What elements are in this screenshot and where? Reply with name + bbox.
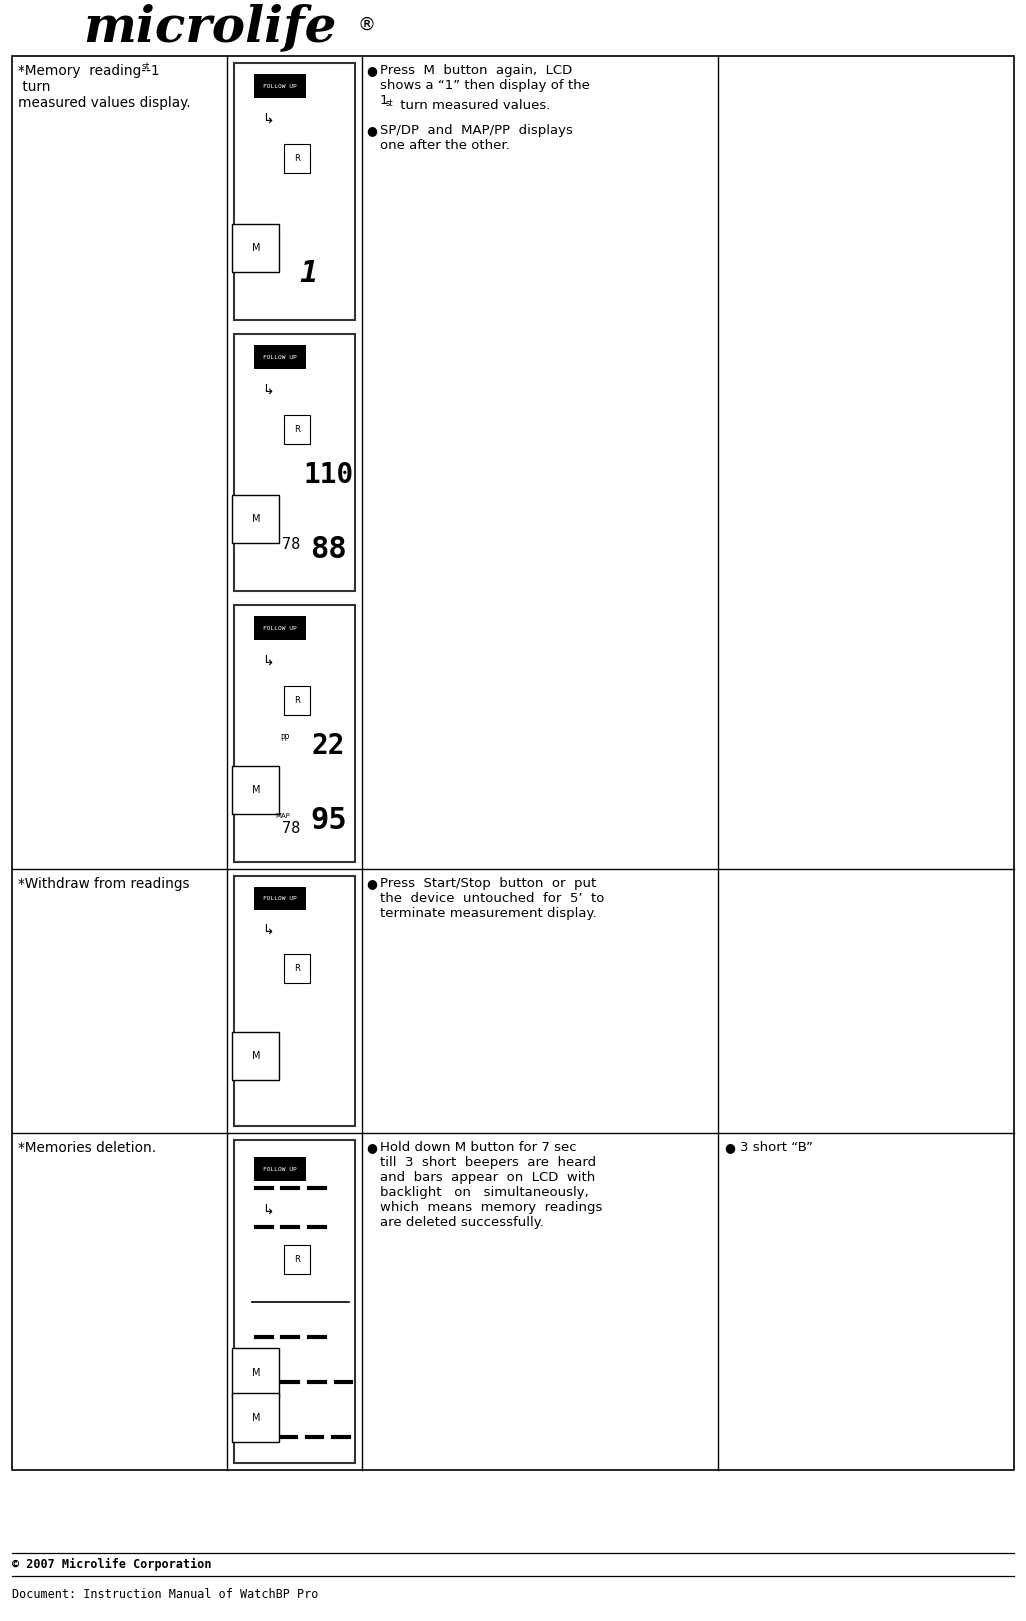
Text: ↳: ↳ bbox=[262, 112, 274, 126]
Text: *Memories deletion.: *Memories deletion. bbox=[18, 1141, 156, 1156]
Text: FOLLOW UP: FOLLOW UP bbox=[263, 84, 297, 89]
Text: FOLLOW UP: FOLLOW UP bbox=[263, 355, 297, 360]
Bar bbox=[234, 605, 355, 862]
Text: 88: 88 bbox=[310, 535, 347, 564]
Text: ●: ● bbox=[724, 1141, 735, 1154]
Text: M: M bbox=[251, 1050, 260, 1062]
Text: 1: 1 bbox=[300, 259, 318, 289]
Text: ●: ● bbox=[366, 123, 377, 138]
Text: *Withdraw from readings: *Withdraw from readings bbox=[18, 877, 190, 892]
Text: M: M bbox=[251, 243, 260, 253]
Text: PP: PP bbox=[280, 734, 289, 742]
Text: ↳: ↳ bbox=[262, 1204, 274, 1217]
Text: M: M bbox=[251, 514, 260, 524]
Text: ↳: ↳ bbox=[262, 655, 274, 668]
Text: 3 short “B”: 3 short “B” bbox=[740, 1141, 813, 1154]
Text: R: R bbox=[294, 695, 300, 705]
Text: R: R bbox=[294, 154, 300, 162]
Bar bbox=[234, 1140, 355, 1464]
Text: R: R bbox=[294, 1255, 300, 1264]
Bar bbox=[234, 334, 355, 592]
Text: FOLLOW UP: FOLLOW UP bbox=[263, 1167, 297, 1172]
Bar bbox=[234, 63, 355, 319]
Text: ↳: ↳ bbox=[262, 924, 274, 939]
Text: Press  Start/Stop  button  or  put
the  device  untouched  for  5’  to
terminate: Press Start/Stop button or put the devic… bbox=[380, 877, 604, 921]
Text: 95: 95 bbox=[310, 806, 347, 835]
Text: R: R bbox=[294, 964, 300, 973]
Text: © 2007 Microlife Corporation: © 2007 Microlife Corporation bbox=[12, 1558, 211, 1571]
Text: st: st bbox=[142, 62, 150, 71]
Text: turn
measured values display.: turn measured values display. bbox=[18, 79, 191, 110]
Text: 110: 110 bbox=[304, 462, 354, 490]
Text: M: M bbox=[251, 1368, 260, 1378]
Text: R: R bbox=[294, 425, 300, 433]
Text: Press  M  button  again,  LCD
shows a “1” then display of the
1: Press M button again, LCD shows a “1” th… bbox=[380, 63, 590, 107]
Text: MAP: MAP bbox=[275, 812, 289, 819]
Text: *Memory  reading--1: *Memory reading--1 bbox=[18, 63, 160, 78]
Text: 78: 78 bbox=[282, 537, 300, 553]
Text: FOLLOW UP: FOLLOW UP bbox=[263, 896, 297, 901]
Text: turn measured values.: turn measured values. bbox=[396, 99, 550, 112]
Text: FOLLOW UP: FOLLOW UP bbox=[263, 626, 297, 631]
Text: M: M bbox=[251, 1414, 260, 1423]
Text: ↳: ↳ bbox=[262, 384, 274, 397]
Text: st: st bbox=[386, 99, 394, 109]
Text: Hold down M button for 7 sec
till  3  short  beepers  are  heard
and  bars  appe: Hold down M button for 7 sec till 3 shor… bbox=[380, 1141, 602, 1229]
Text: ●: ● bbox=[366, 1141, 377, 1154]
Text: ®: ® bbox=[358, 16, 376, 34]
Text: 78: 78 bbox=[282, 822, 300, 836]
Text: ●: ● bbox=[366, 877, 377, 890]
Text: Document: Instruction Manual of WatchBP Pro: Document: Instruction Manual of WatchBP … bbox=[12, 1589, 318, 1602]
Text: M: M bbox=[251, 785, 260, 794]
Text: 22: 22 bbox=[312, 733, 345, 760]
Bar bbox=[12, 57, 1014, 1470]
Bar bbox=[234, 875, 355, 1127]
Text: microlife: microlife bbox=[83, 3, 337, 52]
Text: SP/DP  and  MAP/PP  displays
one after the other.: SP/DP and MAP/PP displays one after the … bbox=[380, 123, 573, 152]
Text: ●: ● bbox=[366, 63, 377, 78]
